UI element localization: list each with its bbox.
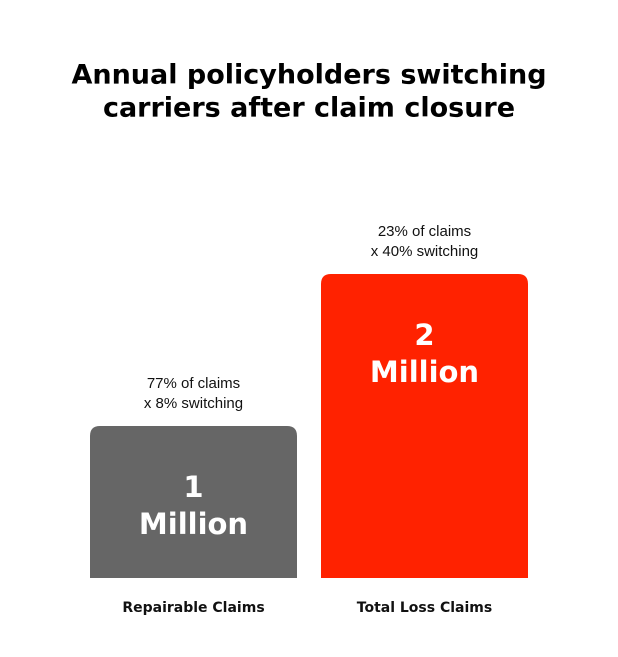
x-tick-label: Repairable Claims: [122, 600, 264, 616]
x-tick-label: Total Loss Claims: [357, 600, 492, 616]
annotation: 77% of claims: [147, 375, 240, 392]
annotation: x 40% switching: [371, 243, 479, 260]
value-label: 2 Million: [370, 318, 479, 389]
value-label: 1 Million: [139, 470, 248, 541]
annotation: 23% of claims: [378, 223, 471, 240]
chart-title: carriers after claim closure: [103, 93, 515, 124]
annotation: x 8% switching: [144, 395, 243, 412]
bar: [321, 274, 528, 578]
bar: [90, 426, 297, 578]
chart-title: Annual policyholders switching: [71, 60, 546, 91]
